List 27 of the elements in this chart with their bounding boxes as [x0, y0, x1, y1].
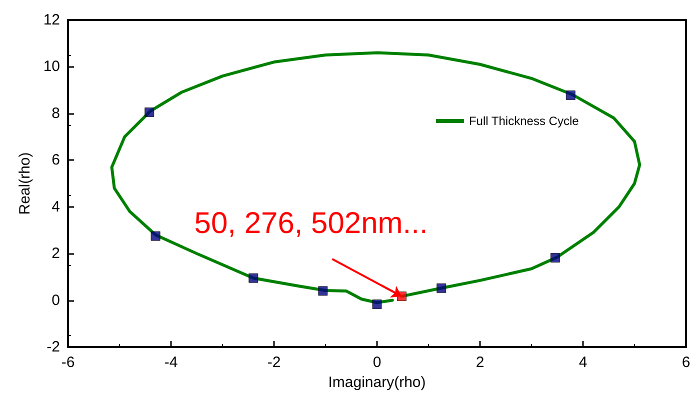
point	[150, 231, 160, 241]
point	[248, 273, 258, 283]
point	[436, 283, 446, 293]
y-tick-label: 4	[52, 198, 60, 216]
y-tick-label: 2	[52, 245, 60, 262]
y-tick-label: -2	[46, 338, 60, 356]
legend-label: Full Thickness Cycle	[468, 114, 580, 128]
x-axis-title: Imaginary(rho)	[328, 374, 426, 391]
x-tick-label: 4	[578, 354, 588, 371]
y-tick-label: 8	[52, 104, 60, 122]
x-tick-label: -6	[61, 354, 75, 371]
annotation: 50, 276, 502nm...	[194, 207, 428, 240]
x-tick-label: -4	[164, 354, 178, 371]
y-tick-label: 10	[43, 58, 60, 76]
x-tick-label: 2	[476, 354, 484, 371]
point	[566, 90, 576, 100]
x-tick-label: 6	[682, 354, 690, 371]
point	[550, 253, 560, 263]
y-tick-label: 0	[52, 292, 60, 309]
point	[144, 108, 154, 118]
y-tick-label: 6	[52, 152, 60, 169]
point	[372, 300, 382, 310]
x-tick-label: 0	[372, 354, 382, 371]
y-axis-title: Real(rho)	[16, 152, 34, 215]
y-tick-label: 12	[43, 12, 60, 28]
point	[318, 286, 328, 296]
x-tick-label: -2	[267, 354, 281, 371]
